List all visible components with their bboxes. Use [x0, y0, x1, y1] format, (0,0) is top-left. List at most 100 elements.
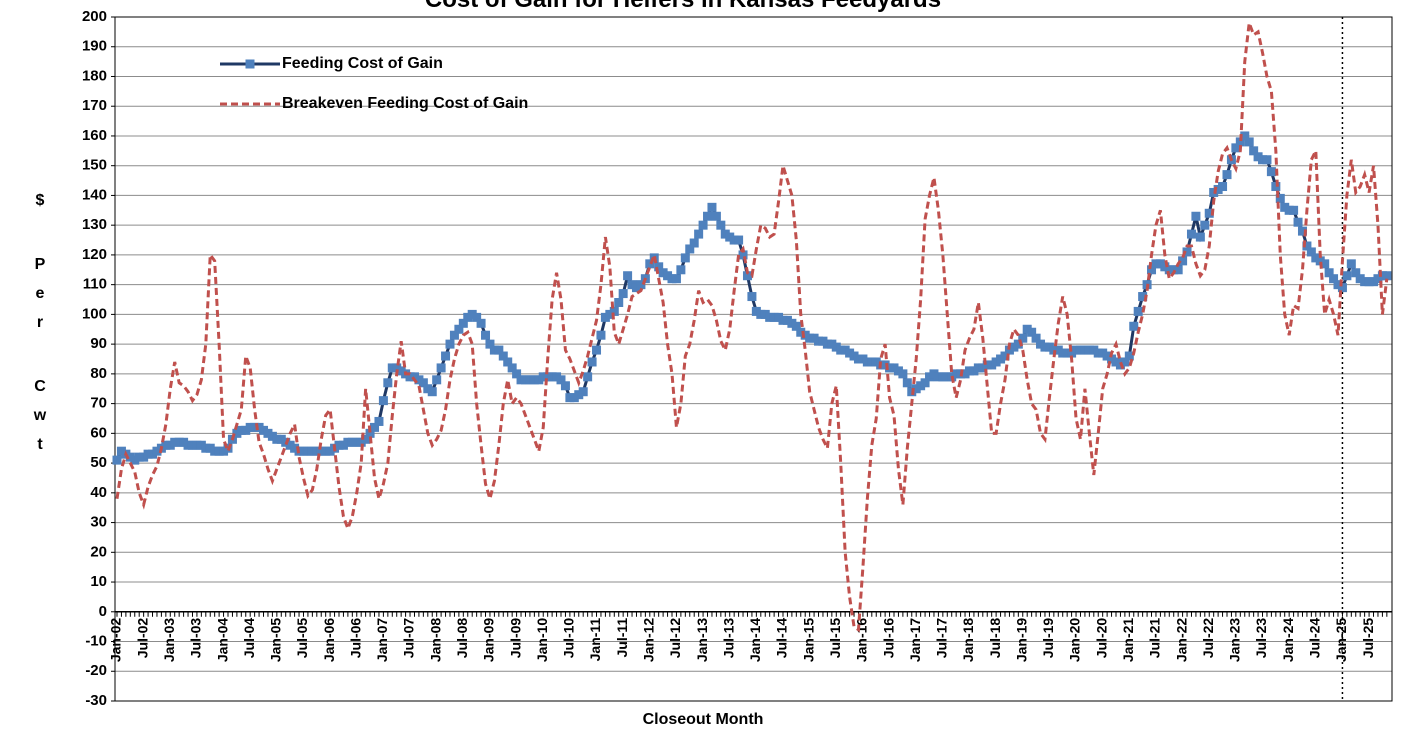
- x-tick-label: Jul-13: [720, 618, 736, 659]
- y-tick-label: 70: [90, 395, 107, 412]
- x-tick-label: Jan-17: [907, 618, 923, 663]
- data-point: [1249, 146, 1259, 156]
- x-tick-label: Jan-20: [1067, 618, 1083, 663]
- data-point: [671, 274, 681, 284]
- x-tick-label: Jul-19: [1040, 618, 1056, 659]
- x-tick-label: Jan-04: [214, 618, 230, 663]
- x-tick-label: Jan-11: [587, 618, 603, 662]
- x-tick-label: Jan-12: [641, 618, 657, 663]
- x-tick-label: Jul-20: [1093, 618, 1109, 659]
- data-point: [689, 238, 699, 248]
- data-point: [498, 351, 508, 361]
- y-tick-label: 180: [82, 67, 107, 84]
- x-tick-label: Jul-24: [1307, 618, 1323, 659]
- data-point: [374, 416, 384, 426]
- x-axis-label: Closeout Month: [643, 711, 764, 728]
- data-point: [1289, 205, 1299, 215]
- data-point: [1027, 327, 1037, 337]
- data-point: [1222, 170, 1232, 180]
- x-tick-label: Jan-22: [1173, 618, 1189, 663]
- data-point: [707, 202, 717, 212]
- x-tick-label: Jul-11: [614, 618, 630, 658]
- data-point: [1191, 211, 1201, 221]
- data-point: [1120, 357, 1130, 367]
- data-point: [370, 422, 380, 432]
- data-point: [1293, 217, 1303, 227]
- data-point: [1000, 351, 1010, 361]
- y-tick-label: 110: [83, 276, 107, 293]
- data-point: [1178, 256, 1188, 266]
- x-tick-label: Jul-10: [561, 618, 577, 659]
- x-tick-label: Jan-02: [108, 618, 124, 663]
- x-tick-label: Jan-23: [1227, 618, 1243, 663]
- data-point: [1240, 131, 1250, 141]
- x-tick-label: Jul-05: [294, 618, 310, 659]
- data-point: [418, 378, 428, 388]
- data-point: [445, 339, 455, 349]
- data-point: [1235, 137, 1245, 147]
- x-tick-label: Jul-07: [401, 618, 417, 659]
- data-point: [458, 318, 468, 328]
- y-tick-label: 20: [90, 543, 107, 560]
- x-tick-label: Jul-03: [188, 618, 204, 659]
- x-tick-label: Jan-06: [321, 618, 337, 663]
- data-point: [112, 455, 122, 465]
- x-tick-label: Jan-09: [481, 618, 497, 663]
- data-point: [1200, 220, 1210, 230]
- y-tick-label: 200: [82, 8, 107, 25]
- x-tick-label: Jul-17: [934, 618, 950, 659]
- y-tick-label: 30: [90, 514, 107, 531]
- data-point: [902, 378, 912, 388]
- x-tick-label: Jul-08: [454, 618, 470, 659]
- data-point: [711, 211, 721, 221]
- data-point: [685, 244, 695, 254]
- data-point: [436, 363, 446, 373]
- data-point: [1324, 268, 1334, 278]
- data-point: [1320, 259, 1330, 269]
- data-point: [361, 434, 371, 444]
- x-tick-label: Jan-08: [427, 618, 443, 663]
- data-point: [703, 211, 713, 221]
- data-point: [427, 387, 437, 397]
- data-point: [1124, 351, 1134, 361]
- data-point: [734, 235, 744, 245]
- data-point: [1138, 292, 1148, 302]
- data-point: [494, 345, 504, 355]
- data-point: [680, 253, 690, 263]
- data-point: [791, 321, 801, 331]
- x-tick-label: Jan-10: [534, 618, 550, 663]
- data-point: [1031, 333, 1041, 343]
- data-point: [614, 297, 624, 307]
- y-tick-label: -30: [85, 692, 107, 709]
- y-tick-label: -10: [85, 632, 107, 649]
- data-point: [654, 262, 664, 272]
- data-point: [1182, 247, 1192, 257]
- data-point: [1244, 137, 1254, 147]
- data-point: [1306, 247, 1316, 257]
- x-tick-label: Jan-25: [1333, 618, 1349, 663]
- data-point: [1218, 182, 1228, 192]
- y-tick-label: 90: [90, 335, 107, 352]
- data-point: [1204, 208, 1214, 218]
- y-tick-label: -20: [85, 662, 107, 679]
- data-point: [441, 351, 451, 361]
- data-point: [742, 271, 752, 281]
- data-point: [645, 259, 655, 269]
- data-point: [1133, 306, 1143, 316]
- data-point: [476, 318, 486, 328]
- data-point: [1337, 283, 1347, 293]
- data-point: [1129, 321, 1139, 331]
- data-point: [472, 312, 482, 322]
- data-point: [920, 378, 930, 388]
- x-tick-label: Jul-16: [880, 618, 896, 659]
- y-tick-label: 100: [82, 305, 107, 322]
- x-tick-label: Jul-18: [987, 618, 1003, 659]
- x-tick-label: Jul-25: [1360, 618, 1376, 659]
- legend-marker: [245, 59, 255, 69]
- data-point: [1297, 226, 1307, 236]
- data-point: [365, 428, 375, 438]
- data-point: [383, 378, 393, 388]
- x-tick-label: Jan-13: [694, 618, 710, 663]
